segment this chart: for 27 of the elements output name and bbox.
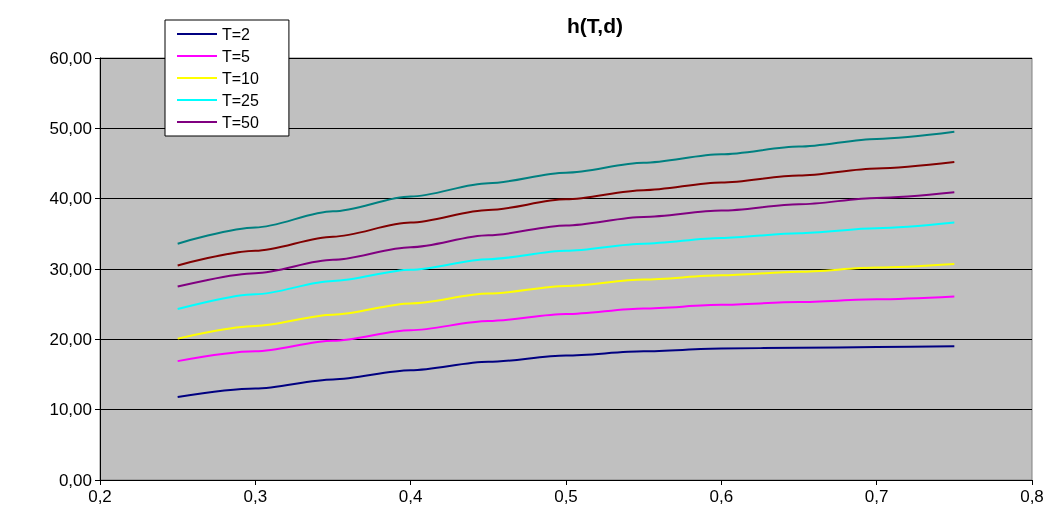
x-tick-label: 0,6 <box>709 487 734 506</box>
x-tick-label: 0,2 <box>88 487 112 506</box>
legend-label: T=5 <box>222 47 251 65</box>
y-tick-label: 40,00 <box>49 189 92 209</box>
y-tick-label: 20,00 <box>49 329 92 349</box>
x-tick-label: 0,5 <box>554 487 578 506</box>
line-series <box>176 161 956 267</box>
legend-label: T=10 <box>222 69 260 87</box>
line-series <box>176 221 956 311</box>
chart-title: h(T,d) <box>567 14 623 37</box>
y-tick-label: 0,00 <box>58 470 92 490</box>
y-tick-label: 60,00 <box>49 48 92 68</box>
line-series <box>176 345 956 399</box>
line-series <box>176 130 956 245</box>
line-series <box>176 263 956 340</box>
line-series <box>176 295 956 363</box>
line-series <box>176 191 956 288</box>
y-tick-label: 10,00 <box>49 400 92 420</box>
legend-label: T=2 <box>222 25 251 43</box>
x-tick-label: 0,4 <box>398 487 423 506</box>
x-tick-label: 0,8 <box>1020 487 1044 506</box>
legend-label: T=25 <box>222 91 260 109</box>
x-tick-label: 0,7 <box>864 487 889 506</box>
y-tick-label: 30,00 <box>49 259 92 279</box>
legend-label: T=50 <box>222 113 260 131</box>
x-tick-label: 0,3 <box>243 487 268 506</box>
y-tick-label: 50,00 <box>49 118 92 138</box>
